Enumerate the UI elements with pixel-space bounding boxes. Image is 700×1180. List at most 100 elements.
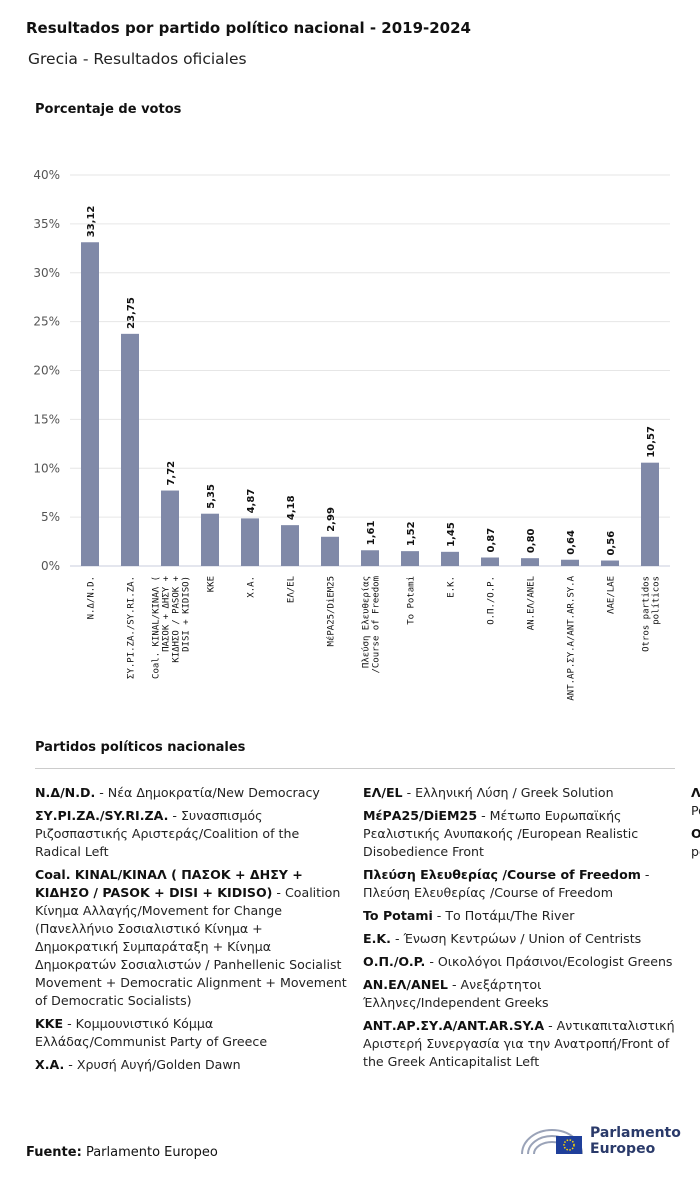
legend-abbr: KKE bbox=[35, 1016, 64, 1031]
x-tick-label: To Potami bbox=[407, 576, 417, 625]
bar bbox=[201, 513, 219, 566]
bar-value-label: 0,56 bbox=[606, 531, 617, 556]
legend-item: ΑΝΤ.ΑΡ.ΣΥ.Α/ANT.AR.SY.A - Αντικαπιταλιστ… bbox=[363, 1017, 675, 1071]
y-tick-label: 20% bbox=[33, 364, 60, 378]
legend-desc: - Αντικαπιταλιστική Αριστερή Συνεργασία … bbox=[363, 1018, 675, 1069]
legend-title: Partidos políticos nacionales bbox=[35, 740, 246, 755]
parliament-logo: Parlamento Europeo bbox=[520, 1124, 681, 1158]
legend-item: ΕΛ/EL - Ελληνική Λύση / Greek Solution bbox=[363, 784, 675, 802]
logo-line1: Parlamento bbox=[590, 1125, 681, 1141]
legend-desc: - Otros partidos políticos bbox=[691, 844, 700, 859]
bar bbox=[121, 333, 139, 566]
legend-item: KKE - Κομμουνιστικό Κόμμα Ελλάδας/Commun… bbox=[35, 1015, 347, 1051]
bar bbox=[561, 559, 579, 566]
bar-chart: 0% 5% 10% 15% 20% 25% 30% 35% 40% 33,12 N.Δ/N.D. 23… bbox=[33, 168, 670, 701]
legend-abbr: ΜέΡΑ25/DiEM25 bbox=[363, 808, 478, 823]
y-tick-label: 5% bbox=[41, 510, 60, 524]
y-axis-label: Porcentaje de votos bbox=[35, 102, 182, 117]
x-tick-label: DISI + KIDISO) bbox=[182, 576, 192, 652]
bar bbox=[321, 536, 339, 566]
x-tick-label: N.Δ/N.D. bbox=[87, 576, 97, 619]
bar bbox=[281, 525, 299, 566]
bar-value-label: 0,87 bbox=[486, 528, 497, 553]
legend-item: To Potami - Το Ποτάμι/The River bbox=[363, 907, 675, 925]
legend-desc: - Νέα Δημοκρατία/New Democracy bbox=[95, 785, 320, 800]
source: Fuente: Parlamento Europeo bbox=[26, 1145, 218, 1160]
bar-value-label: 23,75 bbox=[126, 297, 137, 329]
legend-item: ΛΑΕ/LAE - Λαϊκή Ενότητα-Μέτωπο ανατροπής… bbox=[691, 784, 700, 820]
legend-desc: - Συνασπισμός Ριζοσπαστικής Αριστεράς/Co… bbox=[35, 808, 300, 859]
bar-value-label: 0,80 bbox=[526, 528, 537, 553]
legend-item: Ο.Π./O.P. - Οικολόγοι Πράσινοι/Ecologist… bbox=[363, 953, 675, 971]
legend-item: E.K. - Ένωση Κεντρώων / Union of Centris… bbox=[363, 930, 675, 948]
bar-value-label: 1,61 bbox=[366, 521, 377, 546]
parliament-logo-icon bbox=[521, 1129, 583, 1155]
source-value: Parlamento Europeo bbox=[85, 1145, 218, 1160]
bar-value-label: 5,35 bbox=[206, 484, 217, 509]
x-tick-label: ΣΥ.ΡΙ.ΖΑ./SY.RI.ZA. bbox=[127, 576, 137, 679]
legend-desc: - Κομμουνιστικό Κόμμα Ελλάδας/Communist … bbox=[35, 1016, 268, 1049]
chart-title: Resultados por partido político nacional… bbox=[26, 19, 471, 37]
y-tick-label: 40% bbox=[33, 168, 60, 182]
bar-value-label: 0,64 bbox=[566, 530, 577, 555]
x-tick-label: políticos bbox=[652, 576, 662, 625]
legend-desc: - Το Ποτάμι/The River bbox=[432, 908, 575, 923]
legend-item: ΣΥ.ΡΙ.ΖΑ./SY.RI.ZA. - Συνασπισμός Ριζοσπ… bbox=[35, 807, 347, 861]
bar bbox=[361, 550, 379, 566]
y-tick-label: 25% bbox=[33, 315, 60, 329]
bar bbox=[521, 558, 539, 566]
x-tick-label: ΜέΡΑ25/DiEM25 bbox=[327, 576, 337, 646]
logo-line2: Europeo bbox=[590, 1141, 656, 1157]
legend: N.Δ/N.D. - Νέα Δημοκρατία/New Democracy Σ… bbox=[35, 784, 700, 1094]
legend-divider bbox=[35, 768, 675, 769]
legend-abbr: Otros partidos políticos bbox=[691, 826, 700, 841]
bar bbox=[441, 551, 459, 566]
x-tick-label: /Course of Freedom bbox=[372, 576, 382, 674]
legend-desc: - Coalition Κίνημα Αλλαγής/Movement for … bbox=[35, 885, 347, 1008]
x-tick-label: ΛΑΕ/LAE bbox=[607, 576, 617, 614]
legend-abbr: Ο.Π./O.P. bbox=[363, 954, 426, 969]
bar-value-label: 1,45 bbox=[446, 522, 457, 547]
x-tick-label: KKE bbox=[207, 576, 217, 592]
legend-abbr: Coal. KINAL/KINAΛ ( ΠΑΣΟΚ + ΔΗΣΥ + ΚΙΔΗΣ… bbox=[35, 867, 303, 900]
x-tick-label: Ο.Π./O.P. bbox=[487, 576, 497, 625]
bar-value-label: 10,57 bbox=[646, 426, 657, 458]
legend-item: ΜέΡΑ25/DiEM25 - Μέτωπο Ευρωπαϊκής Ρεαλισ… bbox=[363, 807, 675, 861]
bar-value-label: 4,18 bbox=[286, 495, 297, 520]
legend-desc: - Μέτωπο Ευρωπαϊκής Ρεαλιστικής Ανυπακοή… bbox=[363, 808, 639, 859]
legend-item: N.Δ/N.D. - Νέα Δημοκρατία/New Democracy bbox=[35, 784, 347, 802]
legend-item: Otros partidos políticos - Otros partido… bbox=[691, 825, 700, 861]
legend-abbr: X.A. bbox=[35, 1057, 65, 1072]
x-tick-label: Otros partidos bbox=[642, 576, 652, 652]
legend-item: ΑΝ.ΕΛ/ANEL - Ανεξάρτητοι Έλληνες/Indepen… bbox=[363, 976, 675, 1012]
legend-abbr: N.Δ/N.D. bbox=[35, 785, 96, 800]
legend-abbr: To Potami bbox=[363, 908, 433, 923]
source-label: Fuente: bbox=[26, 1145, 82, 1160]
bar-value-label: 33,12 bbox=[86, 206, 97, 238]
bar-value-label: 7,72 bbox=[166, 461, 177, 486]
bar bbox=[161, 490, 179, 566]
legend-desc: - Ένωση Κεντρώων / Union of Centrists bbox=[390, 931, 642, 946]
legend-abbr: ΕΛ/EL bbox=[363, 785, 403, 800]
legend-abbr: ΛΑΕ/LAE bbox=[691, 785, 700, 800]
y-tick-label: 0% bbox=[41, 559, 60, 573]
y-tick-label: 30% bbox=[33, 266, 60, 280]
legend-abbr: ΑΝ.ΕΛ/ANEL bbox=[363, 977, 448, 992]
legend-desc: - Πλεύση Ελευθερίας /Course of Freedom bbox=[363, 867, 650, 900]
bar bbox=[81, 242, 99, 566]
legend-item: X.A. - Χρυσή Αυγή/Golden Dawn bbox=[35, 1056, 347, 1074]
y-tick-label: 10% bbox=[33, 461, 60, 475]
x-tick-label: X.A. bbox=[247, 576, 257, 598]
legend-desc: - Ανεξάρτητοι Έλληνες/Independent Greeks bbox=[363, 977, 549, 1010]
legend-desc: - Οικολόγοι Πράσινοι/Ecologist Greens bbox=[425, 954, 673, 969]
x-tick-label: ΕΛ/EL bbox=[287, 576, 297, 603]
chart-subtitle: Grecia - Resultados oficiales bbox=[28, 50, 247, 68]
x-tick-label: E.K. bbox=[447, 576, 457, 598]
legend-desc: - Ελληνική Λύση / Greek Solution bbox=[402, 785, 614, 800]
bar-value-label: 1,52 bbox=[406, 521, 417, 546]
bar bbox=[241, 518, 259, 566]
legend-abbr: ΣΥ.ΡΙ.ΖΑ./SY.RI.ZA. bbox=[35, 808, 169, 823]
y-tick-label: 35% bbox=[33, 217, 60, 231]
x-tick-label: ΠΑΣΟΚ + ΔΗΣΥ + bbox=[162, 575, 172, 651]
